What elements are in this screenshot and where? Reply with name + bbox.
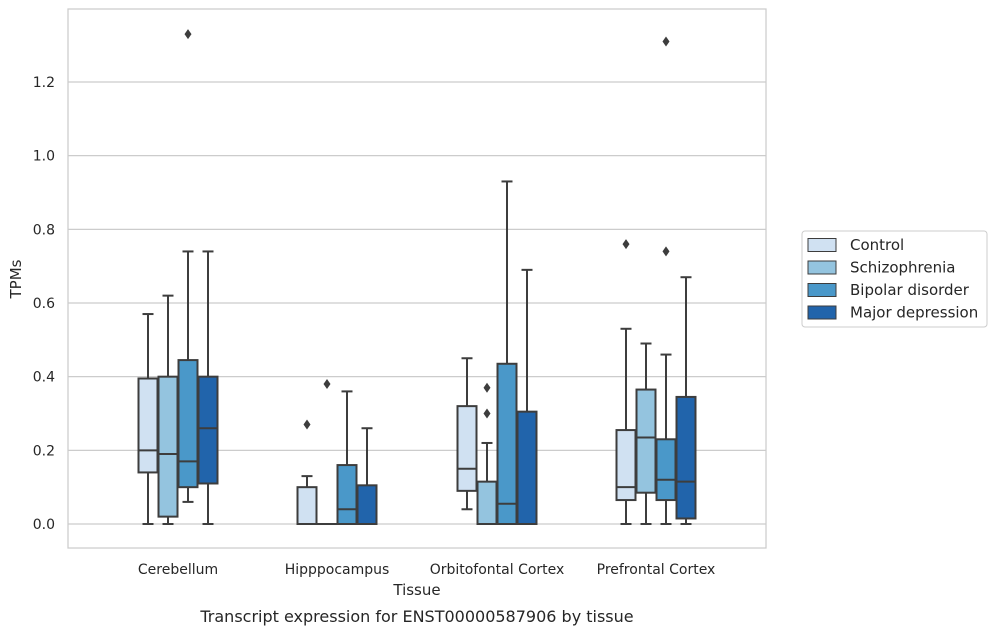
- box-body: [157, 375, 179, 518]
- x-tick-label: Orbitofontal Cortex: [430, 562, 565, 578]
- box-bipolar-disorder: [496, 180, 518, 525]
- legend-label: Control: [850, 236, 904, 254]
- box-bipolar-disorder: [655, 36, 677, 525]
- legend-swatch: [807, 260, 837, 275]
- y-tick-label: 0.0: [33, 517, 55, 533]
- box-body: [177, 359, 199, 489]
- y-axis-title: TPMs: [7, 259, 25, 299]
- x-tick-label: Hipppocampus: [285, 562, 390, 578]
- x-tick-label: Prefrontal Cortex: [597, 562, 716, 578]
- y-tick-label: 1.2: [33, 75, 55, 91]
- box-body: [655, 438, 677, 502]
- box-body: [635, 388, 657, 494]
- box-body: [137, 377, 159, 474]
- box-body: [296, 486, 318, 525]
- box-bipolar-disorder: [177, 29, 199, 503]
- box-body: [516, 410, 538, 525]
- outlier-point: [662, 36, 670, 47]
- y-tick-label: 0.6: [33, 296, 55, 312]
- box-schizophrenia: [157, 294, 179, 525]
- outlier-point: [184, 29, 192, 40]
- box-control: [296, 419, 318, 525]
- outlier-point: [483, 382, 491, 393]
- box-control: [137, 313, 159, 525]
- box-schizophrenia: [316, 379, 338, 526]
- box-body: [336, 464, 358, 526]
- box-body: [356, 484, 378, 526]
- box-body: [476, 480, 498, 525]
- box-bipolar-disorder: [336, 390, 358, 526]
- outlier-point: [662, 246, 670, 257]
- box-body: [615, 429, 637, 502]
- outlier-point: [303, 419, 311, 430]
- box-major-depression: [356, 427, 378, 526]
- y-tick-label: 1.0: [33, 149, 55, 165]
- legend-swatch: [807, 238, 837, 252]
- legend-label: Bipolar disorder: [850, 281, 970, 299]
- legend: Control Schizophrenia Bipolar disorder Majo…: [801, 230, 988, 328]
- plot-area-frame: [67, 8, 767, 549]
- box-body: [456, 405, 478, 492]
- y-tick-labels: 0.0 0.2 0.4 0.6 0.8 1.0 1.2: [33, 75, 55, 533]
- y-tick-label: 0.2: [33, 443, 55, 459]
- box-body: [675, 395, 697, 520]
- x-tick-labels: Cerebellum Hipppocampus Orbitofontal Corte…: [138, 562, 715, 578]
- box-body: [496, 362, 518, 525]
- box-major-depression: [675, 276, 697, 525]
- outlier-point: [622, 239, 630, 250]
- legend-label: Major depression: [850, 304, 978, 322]
- outlier-point: [483, 408, 491, 419]
- legend-label: Schizophrenia: [850, 259, 955, 277]
- legend-swatch: [807, 305, 837, 320]
- box-control: [615, 239, 637, 525]
- legend-frame: [801, 230, 988, 328]
- x-axis-title: Tissue: [392, 581, 440, 599]
- y-tick-label: 0.4: [33, 370, 55, 386]
- y-tick-label: 0.8: [33, 222, 55, 238]
- box-schizophrenia: [476, 382, 498, 525]
- chart-caption: Transcript expression for ENST0000058790…: [199, 607, 633, 626]
- box-major-depression: [197, 250, 219, 525]
- box-body: [197, 375, 219, 485]
- legend-swatch: [807, 283, 837, 297]
- boxes: [137, 29, 697, 526]
- x-tick-label: Cerebellum: [138, 562, 218, 578]
- box-control: [456, 357, 478, 511]
- outlier-point: [323, 379, 331, 390]
- box-major-depression: [516, 268, 538, 525]
- box-schizophrenia: [635, 342, 657, 525]
